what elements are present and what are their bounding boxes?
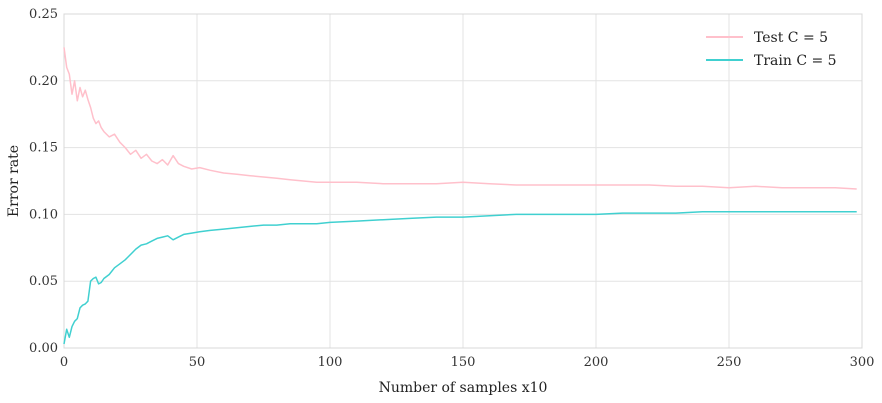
- y-tick-label: 0.25: [29, 7, 58, 22]
- legend-test-label: Test C = 5: [754, 30, 828, 46]
- x-tick-label: 150: [451, 355, 476, 370]
- x-axis-ticks: 0 50 100 150 200 250 300: [60, 355, 875, 370]
- y-tick-label: 0.15: [29, 141, 58, 156]
- series-lines: [63, 47, 857, 345]
- x-tick-label: 200: [584, 355, 609, 370]
- x-tick-label: 100: [318, 355, 343, 370]
- plot-frame: [63, 13, 863, 349]
- grid: [63, 13, 863, 349]
- y-tick-label: 0.20: [29, 74, 58, 89]
- x-tick-label: 250: [717, 355, 742, 370]
- y-tick-label: 0.00: [29, 341, 58, 356]
- test-series-line: [63, 47, 857, 190]
- legend-train-label: Train C = 5: [754, 53, 837, 69]
- train-series-line: [63, 210, 857, 345]
- y-axis-ticks: 0.00 0.05 0.10 0.15 0.20 0.25: [29, 7, 58, 356]
- x-tick-label: 300: [850, 355, 875, 370]
- y-axis-label: Error rate: [6, 145, 22, 217]
- x-tick-label: 50: [189, 355, 206, 370]
- x-axis-label: Number of samples x10: [379, 380, 548, 396]
- x-tick-label: 0: [60, 355, 68, 370]
- y-tick-label: 0.05: [29, 274, 58, 289]
- y-tick-label: 0.10: [29, 207, 58, 222]
- legend: Test C = 5 Train C = 5: [706, 30, 837, 69]
